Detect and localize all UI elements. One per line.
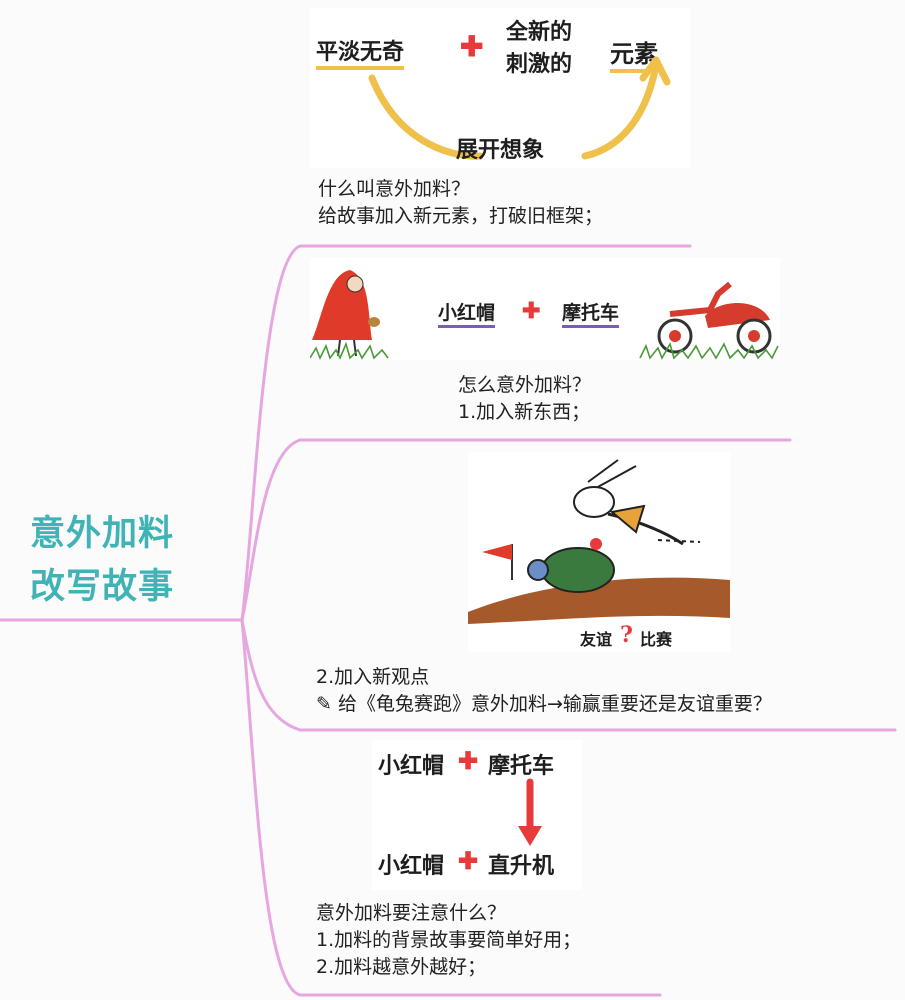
sketch-red-hood-helicopter: 小红帽 ✚ 摩托车 小红帽 ✚ 直升机 (372, 740, 582, 890)
sketch-word-match: 比赛 (640, 630, 673, 649)
hare-icon (573, 459, 701, 546)
sketch-word-new-line2: 刺激的 (506, 51, 573, 77)
root-title: 意外加料 改写故事 (30, 508, 220, 614)
sketch-word-friendship: 友谊 (580, 630, 613, 649)
plus-icon: ✚ (460, 30, 484, 63)
plus-icon: ✚ (458, 846, 479, 875)
sketch-word-red-hood: 小红帽 (438, 298, 496, 328)
node4-point2: 2.加料越意外越好； (316, 956, 487, 978)
sketch-word-red-hood-bottom: 小红帽 (378, 853, 445, 879)
node3-heading: 2.加入新观点 (316, 666, 430, 688)
plus-icon: ✚ (522, 298, 541, 324)
grass-icon (310, 341, 779, 360)
node4-question: 意外加料要注意什么？ (316, 902, 507, 924)
branch-1 (240, 244, 692, 622)
down-arrow-icon (518, 778, 542, 846)
sketch-word-new-line1: 全新的 (506, 19, 573, 45)
tortoise-icon (527, 538, 615, 593)
node1-answer: 给故事加入新元素，打破旧框架； (318, 205, 604, 227)
question-mark-icon: ? (620, 622, 633, 648)
node1-text: 什么叫意外加料？ 给故事加入新元素，打破旧框架； (318, 176, 603, 230)
node2-answer: 1.加入新东西； (458, 401, 591, 423)
node3-text: 2.加入新观点 ✎ 给《龟兔赛跑》意外加料→输赢重要还是友谊重要？ (316, 664, 772, 718)
sketch-word-new: 全新的 刺激的 (506, 16, 572, 80)
sketch-word-helicopter: 直升机 (488, 853, 555, 879)
sketch-plain-plus-new: 平淡无奇 ✚ 全新的 刺激的 元素 展开想象 (310, 8, 690, 168)
plus-icon: ✚ (458, 746, 479, 775)
sketch-word-plain: 平淡无奇 (316, 34, 405, 70)
race-track-icon (468, 577, 730, 624)
sketch-red-hood-motorbike: 小红帽 ✚ 摩托车 (310, 258, 780, 360)
flag-icon (482, 544, 513, 580)
branch-3 (240, 618, 897, 732)
node3-example: ✎ 给《龟兔赛跑》意外加料→输赢重要还是友谊重要？ (316, 693, 772, 715)
node4-point1: 1.加料的背景故事要简单好用； (316, 929, 582, 951)
sketch-word-motorbike-top: 摩托车 (488, 753, 555, 779)
red-riding-hood-icon (312, 270, 380, 357)
branch-2 (240, 438, 792, 622)
node2-question: 怎么意外加料？ (458, 374, 592, 396)
root-title-line2: 改写故事 (30, 567, 175, 607)
root-title-line1: 意外加料 (30, 514, 175, 554)
motorbike-icon (657, 281, 772, 354)
curved-arrow-icon (368, 56, 671, 160)
node2-text: 怎么意外加料？ 1.加入新东西； (458, 372, 591, 426)
sketch-word-red-hood-top: 小红帽 (378, 753, 445, 779)
sketch-word-motorbike: 摩托车 (562, 298, 620, 328)
node1-question: 什么叫意外加料？ (318, 178, 471, 200)
sketch-tortoise-hare: 友谊 ? 比赛 (468, 452, 730, 652)
branch-4 (240, 618, 662, 997)
node4-text: 意外加料要注意什么？ 1.加料的背景故事要简单好用； 2.加料越意外越好； (316, 900, 581, 981)
sketch-word-imagine: 展开想象 (456, 137, 545, 163)
